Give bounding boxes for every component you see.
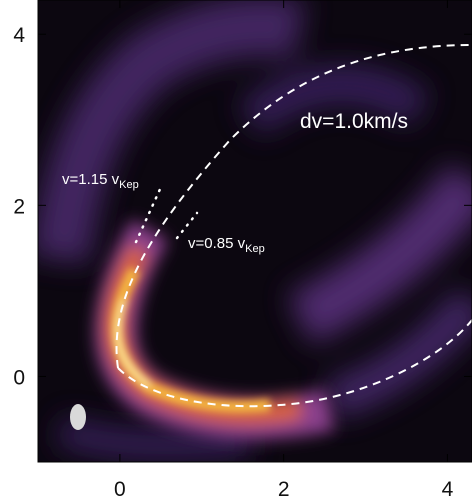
dotted-curve <box>134 185 163 244</box>
beam <box>70 404 86 430</box>
x-tick-label: 4 <box>442 478 454 501</box>
model-curve <box>117 319 472 408</box>
y-tick-label: 2 <box>13 195 25 218</box>
x-tick-label: 0 <box>114 478 126 501</box>
x-tick-label: 2 <box>278 478 290 501</box>
annotation: v=0.85 vKep <box>188 235 265 255</box>
plot-frame <box>37 0 472 463</box>
annotation-text: v=1.15 v <box>62 171 120 188</box>
y-tick-label: 4 <box>13 24 25 47</box>
annotation-subscript: Kep <box>245 243 265 255</box>
emission-map <box>38 0 472 462</box>
annotation-subscript: Kep <box>119 179 139 191</box>
annotation: dv=1.0km/s <box>300 110 408 133</box>
y-tick-label: 0 <box>13 366 25 389</box>
annotation-text: v=0.85 v <box>188 235 246 252</box>
dotted-curve <box>175 211 199 240</box>
annotation: v=1.15 vKep <box>62 171 139 191</box>
